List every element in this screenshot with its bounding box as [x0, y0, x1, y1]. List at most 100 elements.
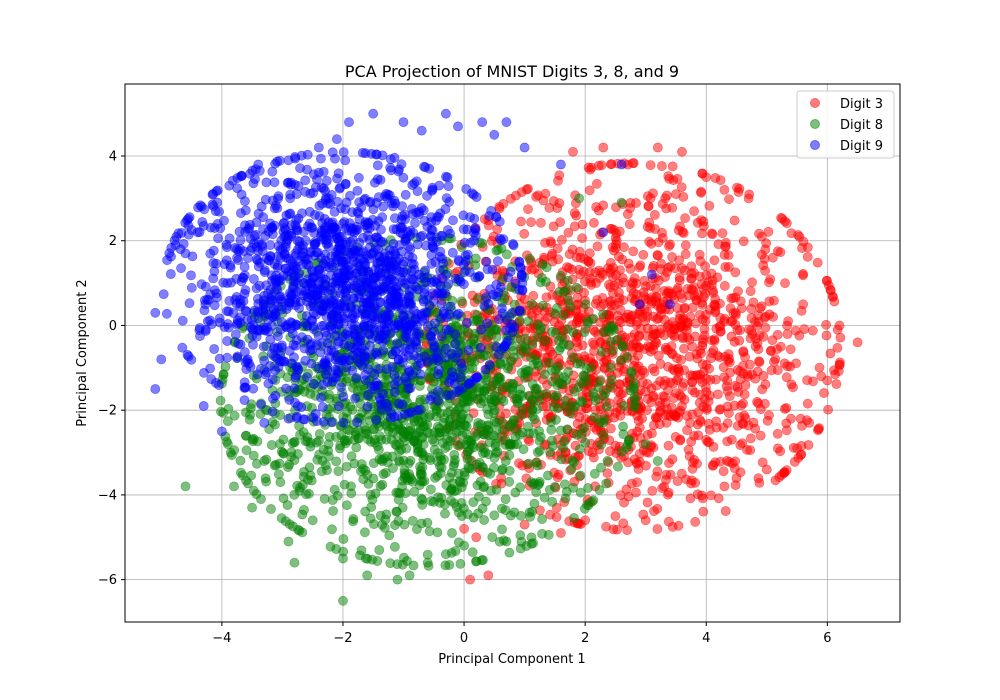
data-point — [196, 279, 207, 290]
data-point — [606, 159, 616, 170]
data-point — [306, 475, 317, 486]
data-point — [212, 197, 223, 208]
data-point — [501, 536, 512, 547]
data-point — [631, 198, 641, 208]
data-point — [269, 259, 280, 269]
data-point — [239, 377, 250, 388]
data-point — [802, 251, 813, 262]
data-point — [440, 508, 450, 519]
data-point — [706, 228, 717, 239]
data-point — [296, 402, 307, 413]
data-point — [668, 378, 679, 389]
y-axis-label: Principal Component 2 — [75, 279, 90, 426]
data-point — [491, 332, 502, 342]
data-point — [351, 372, 362, 383]
data-point — [347, 404, 358, 415]
legend-marker-digit-8 — [810, 119, 820, 129]
data-point — [289, 352, 299, 363]
data-point — [782, 329, 793, 339]
data-point — [244, 223, 255, 233]
data-point — [323, 345, 334, 356]
data-point — [177, 315, 188, 326]
data-point — [443, 181, 454, 192]
data-point — [720, 262, 731, 272]
data-point — [434, 180, 445, 191]
data-point — [310, 182, 321, 193]
data-point — [730, 319, 741, 330]
data-point — [650, 412, 661, 422]
data-point — [606, 362, 616, 373]
data-point — [589, 412, 600, 423]
data-point — [346, 451, 357, 462]
data-point — [209, 300, 220, 311]
data-point — [374, 545, 385, 555]
data-point — [215, 395, 226, 406]
data-point — [719, 184, 730, 195]
data-point — [555, 217, 565, 227]
data-point — [393, 296, 404, 307]
data-point — [287, 438, 298, 448]
data-point — [717, 228, 728, 238]
data-point — [233, 255, 244, 265]
data-point — [389, 320, 400, 331]
data-point — [354, 292, 364, 303]
data-point — [299, 414, 310, 425]
data-point — [400, 267, 411, 278]
data-point — [647, 292, 657, 302]
data-point — [432, 278, 442, 289]
data-point — [338, 534, 349, 544]
data-point — [739, 389, 750, 400]
data-point — [556, 425, 566, 436]
data-point — [624, 435, 634, 446]
data-point — [568, 352, 578, 363]
data-point — [618, 400, 629, 411]
data-point — [657, 161, 667, 171]
data-point — [458, 279, 469, 290]
data-point — [534, 426, 544, 437]
data-point — [211, 377, 221, 388]
data-point — [730, 463, 740, 474]
data-point — [356, 202, 367, 213]
data-point — [472, 294, 483, 304]
data-point — [571, 252, 582, 263]
legend: Digit 3 Digit 8 Digit 9 — [796, 90, 895, 159]
data-point — [245, 403, 256, 413]
data-point — [289, 557, 300, 568]
data-point — [440, 204, 451, 214]
data-point — [541, 262, 552, 273]
data-point — [276, 513, 287, 523]
data-point — [475, 342, 486, 353]
data-point — [580, 299, 591, 310]
data-point — [331, 431, 341, 442]
data-point — [368, 473, 379, 484]
data-point — [562, 275, 573, 286]
data-point — [554, 335, 564, 346]
data-point — [478, 396, 489, 407]
data-point — [338, 147, 349, 157]
data-point — [332, 173, 342, 184]
data-point — [757, 384, 768, 395]
data-point — [479, 429, 489, 440]
data-point — [611, 235, 622, 246]
data-point — [439, 413, 450, 423]
data-point — [509, 415, 519, 426]
legend-label-digit-8: Digit 8 — [840, 118, 883, 133]
data-point — [583, 500, 594, 511]
data-point — [283, 177, 294, 188]
data-point — [608, 524, 619, 535]
data-point — [231, 273, 242, 284]
data-point — [329, 330, 340, 341]
data-point — [402, 556, 412, 566]
data-point — [304, 462, 315, 473]
data-point — [468, 497, 479, 508]
data-point — [479, 515, 489, 525]
data-point — [764, 296, 775, 307]
legend-label-digit-3: Digit 3 — [840, 97, 883, 112]
data-point — [599, 391, 609, 402]
data-point — [390, 198, 401, 209]
data-point — [760, 322, 771, 333]
data-point — [260, 230, 271, 241]
data-point — [523, 458, 534, 469]
